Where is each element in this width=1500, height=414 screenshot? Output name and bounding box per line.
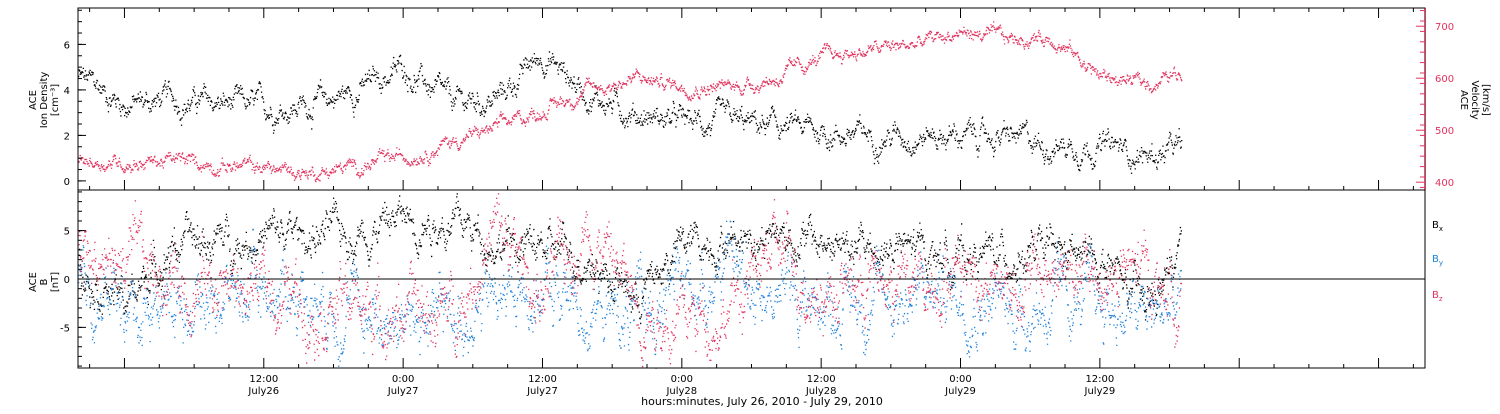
bottom-left-tick-label: 5 — [64, 227, 70, 238]
bottom-left-tick-label: 0 — [64, 275, 70, 286]
b-series-bz — [78, 193, 1182, 369]
top-right-tick-label: 700 — [1435, 22, 1454, 33]
top-ylabel-right-line1: ACE — [1458, 90, 1469, 110]
density-series — [78, 51, 1183, 174]
top-left-tick-label: 0 — [64, 177, 70, 188]
x-tick-label-time: 12:00 — [1085, 374, 1114, 385]
b-series-bx — [78, 193, 1182, 325]
top-ylabel-right-line2: Velocity — [1469, 80, 1480, 119]
top-left-tick-label: 2 — [64, 131, 70, 142]
velocity-series — [78, 21, 1183, 183]
top-ylabel-left-line1: ACE — [28, 90, 39, 110]
top-ylabel-right-line3: [km/s] — [1480, 84, 1491, 116]
x-tick-label-time: 0:00 — [392, 374, 414, 385]
top-right-tick-label: 400 — [1435, 178, 1454, 189]
x-tick-label-date: July26 — [247, 386, 279, 397]
x-tick-label-time: 12:00 — [528, 374, 557, 385]
x-tick-label-time: 0:00 — [671, 374, 693, 385]
density-series-points — [78, 51, 1183, 174]
x-tick-label-time: 12:00 — [249, 374, 278, 385]
top-right-tick-label: 500 — [1435, 126, 1454, 137]
x-tick-label-date: July29 — [944, 386, 976, 397]
data-layer — [78, 21, 1183, 369]
x-tick-label-date: July27 — [526, 386, 558, 397]
label-layer: hours:minutes, July 26, 2010 - July 29, … — [28, 72, 1491, 408]
b-series-by — [78, 220, 1182, 367]
x-tick-label-date: July29 — [1084, 386, 1116, 397]
bottom-ylabel-left-line2: B — [39, 278, 50, 285]
bottom-ylabel-left-line3: [nT] — [50, 272, 61, 292]
top-ylabel-left-line2: Ion Density — [39, 72, 50, 129]
top-left-tick-label: 4 — [64, 86, 70, 97]
b-series-bx-points — [78, 193, 1182, 325]
x-axis-label: hours:minutes, July 26, 2010 - July 29, … — [641, 395, 883, 408]
legend-entry-1: Bx — [1432, 220, 1443, 233]
bottom-ylabel-left-line1: ACE — [28, 272, 39, 292]
velocity-series-points — [78, 21, 1183, 183]
b-series-by-points — [78, 220, 1182, 367]
top-ylabel-left-line3: [cm⁻³] — [50, 84, 61, 116]
axis-layer: 0246400500600700-505BxByBz12:00July260:0… — [60, 7, 1454, 397]
x-tick-label-date: July28 — [805, 386, 837, 397]
top-left-tick-label: 6 — [64, 40, 70, 51]
bottom-left-tick-label: -5 — [60, 323, 70, 334]
legend-entry-3: Bz — [1432, 290, 1443, 303]
legend-entry-2: By — [1432, 254, 1443, 267]
x-tick-label-time: 12:00 — [807, 374, 836, 385]
x-tick-label-date: July27 — [387, 386, 419, 397]
top-right-tick-label: 600 — [1435, 74, 1454, 85]
b-series-bz-points — [78, 193, 1182, 369]
x-tick-label-date: July28 — [665, 386, 697, 397]
x-tick-label-time: 0:00 — [949, 374, 971, 385]
